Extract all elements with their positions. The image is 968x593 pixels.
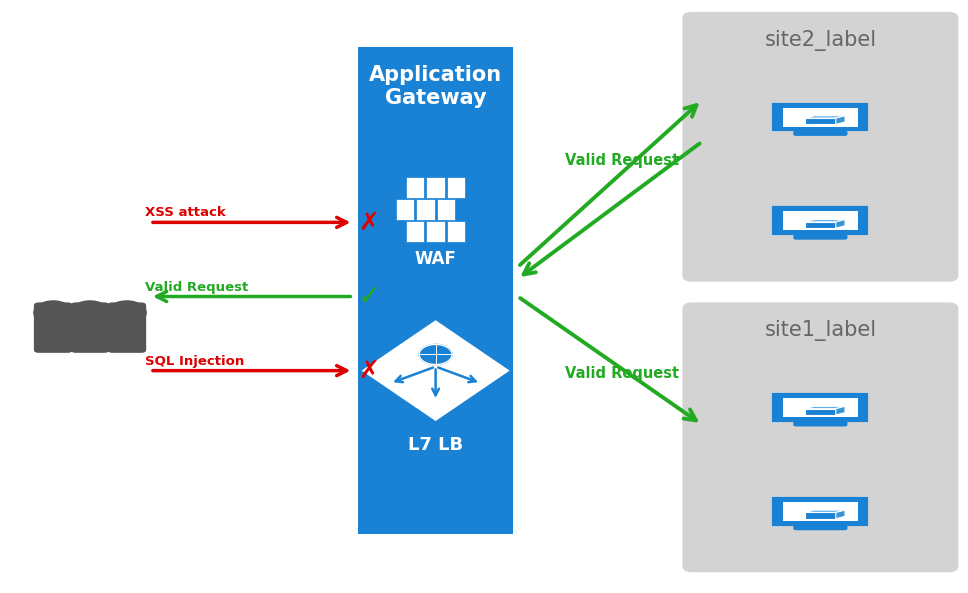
FancyBboxPatch shape xyxy=(782,398,859,417)
Polygon shape xyxy=(835,219,845,228)
FancyBboxPatch shape xyxy=(446,221,465,242)
FancyBboxPatch shape xyxy=(774,105,866,129)
Polygon shape xyxy=(805,512,835,519)
Text: Application
Gateway: Application Gateway xyxy=(369,65,502,109)
FancyBboxPatch shape xyxy=(782,212,859,230)
FancyBboxPatch shape xyxy=(793,130,848,136)
Circle shape xyxy=(419,345,452,365)
FancyBboxPatch shape xyxy=(358,47,513,534)
FancyBboxPatch shape xyxy=(817,128,824,132)
Text: L7 LB: L7 LB xyxy=(408,436,463,454)
Polygon shape xyxy=(805,116,845,118)
Text: WAF: WAF xyxy=(414,250,457,267)
Polygon shape xyxy=(805,409,835,415)
Text: Valid Request: Valid Request xyxy=(565,152,679,168)
Polygon shape xyxy=(835,406,845,415)
FancyBboxPatch shape xyxy=(107,302,146,353)
FancyBboxPatch shape xyxy=(817,232,824,236)
FancyBboxPatch shape xyxy=(782,108,859,126)
Polygon shape xyxy=(805,222,835,228)
FancyBboxPatch shape xyxy=(793,234,848,240)
FancyBboxPatch shape xyxy=(71,302,109,353)
Polygon shape xyxy=(805,406,845,409)
Polygon shape xyxy=(805,510,845,512)
Circle shape xyxy=(107,301,146,325)
FancyBboxPatch shape xyxy=(682,302,958,572)
Text: Valid Request: Valid Request xyxy=(145,280,249,294)
Text: ✗: ✗ xyxy=(358,359,379,382)
Text: ✓: ✓ xyxy=(358,282,381,311)
FancyBboxPatch shape xyxy=(426,177,445,198)
Polygon shape xyxy=(805,219,845,222)
Text: ✗: ✗ xyxy=(358,211,379,234)
FancyBboxPatch shape xyxy=(682,12,958,282)
Text: XSS attack: XSS attack xyxy=(145,206,226,219)
FancyBboxPatch shape xyxy=(774,209,866,233)
FancyBboxPatch shape xyxy=(396,199,414,220)
Polygon shape xyxy=(835,510,845,519)
FancyBboxPatch shape xyxy=(774,499,866,524)
Text: Valid Request: Valid Request xyxy=(565,366,679,381)
FancyBboxPatch shape xyxy=(407,221,425,242)
FancyBboxPatch shape xyxy=(407,177,425,198)
FancyBboxPatch shape xyxy=(817,419,824,423)
FancyBboxPatch shape xyxy=(437,199,455,220)
FancyBboxPatch shape xyxy=(793,421,848,426)
FancyBboxPatch shape xyxy=(774,396,866,420)
FancyBboxPatch shape xyxy=(446,177,465,198)
Circle shape xyxy=(34,301,73,325)
FancyBboxPatch shape xyxy=(793,525,848,530)
FancyBboxPatch shape xyxy=(34,302,73,353)
Polygon shape xyxy=(362,320,509,421)
Text: site1_label: site1_label xyxy=(765,320,876,341)
Polygon shape xyxy=(805,118,835,125)
Polygon shape xyxy=(835,116,845,125)
FancyBboxPatch shape xyxy=(416,199,435,220)
FancyBboxPatch shape xyxy=(426,221,445,242)
Text: site2_label: site2_label xyxy=(765,30,876,50)
Text: SQL Injection: SQL Injection xyxy=(145,355,245,368)
FancyBboxPatch shape xyxy=(782,502,859,521)
FancyBboxPatch shape xyxy=(817,522,824,527)
Circle shape xyxy=(71,301,109,325)
